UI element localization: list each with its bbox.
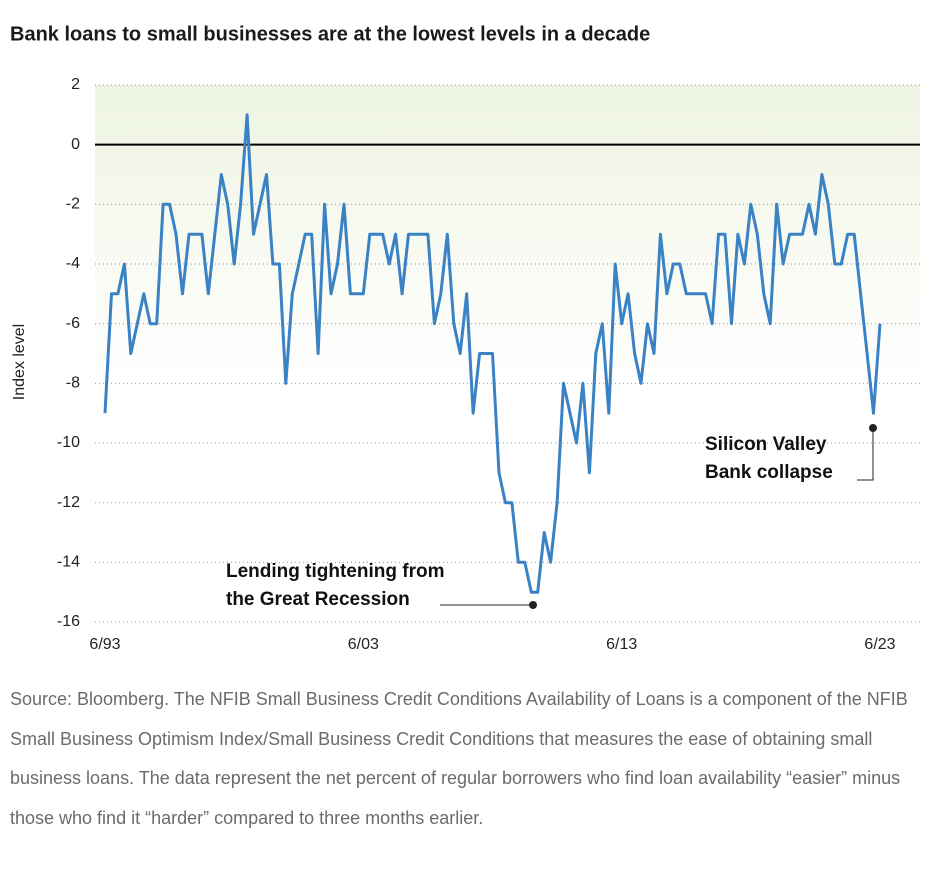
y-tick-label: -14: [57, 554, 80, 571]
source-note: Source: Bloomberg. The NFIB Small Busine…: [10, 689, 908, 828]
y-tick-label: -4: [66, 255, 80, 272]
y-axis-title: Index level: [11, 324, 28, 401]
y-tick-label: -2: [66, 196, 80, 213]
y-tick-label: -6: [66, 315, 80, 332]
x-tick-label: 6/93: [89, 636, 120, 653]
x-tick-label: 6/13: [606, 636, 637, 653]
annotation: Lending tightening from: [226, 561, 444, 582]
data-line: [103, 113, 882, 594]
plot-background: [95, 85, 920, 384]
y-tick-label: -10: [57, 434, 80, 451]
chart-title: Bank loans to small businesses are at th…: [10, 23, 650, 45]
annotation: Silicon Valley: [705, 434, 827, 455]
annotation-dot: [529, 601, 537, 609]
annotation: Bank collapse: [705, 462, 833, 483]
y-tick-label: 2: [71, 76, 80, 93]
chart: Bank loans to small businesses are at th…: [10, 23, 920, 653]
leader-line: [857, 428, 874, 481]
y-tick-label: 0: [71, 136, 80, 153]
y-tick-label: -16: [57, 613, 80, 630]
y-tick-label: -8: [66, 375, 80, 392]
annotation: the Great Recession: [226, 589, 410, 610]
x-tick-label: 6/23: [864, 636, 895, 653]
y-tick-label: -12: [57, 494, 80, 511]
annotation-dot: [869, 424, 877, 432]
x-tick-label: 6/03: [348, 636, 379, 653]
